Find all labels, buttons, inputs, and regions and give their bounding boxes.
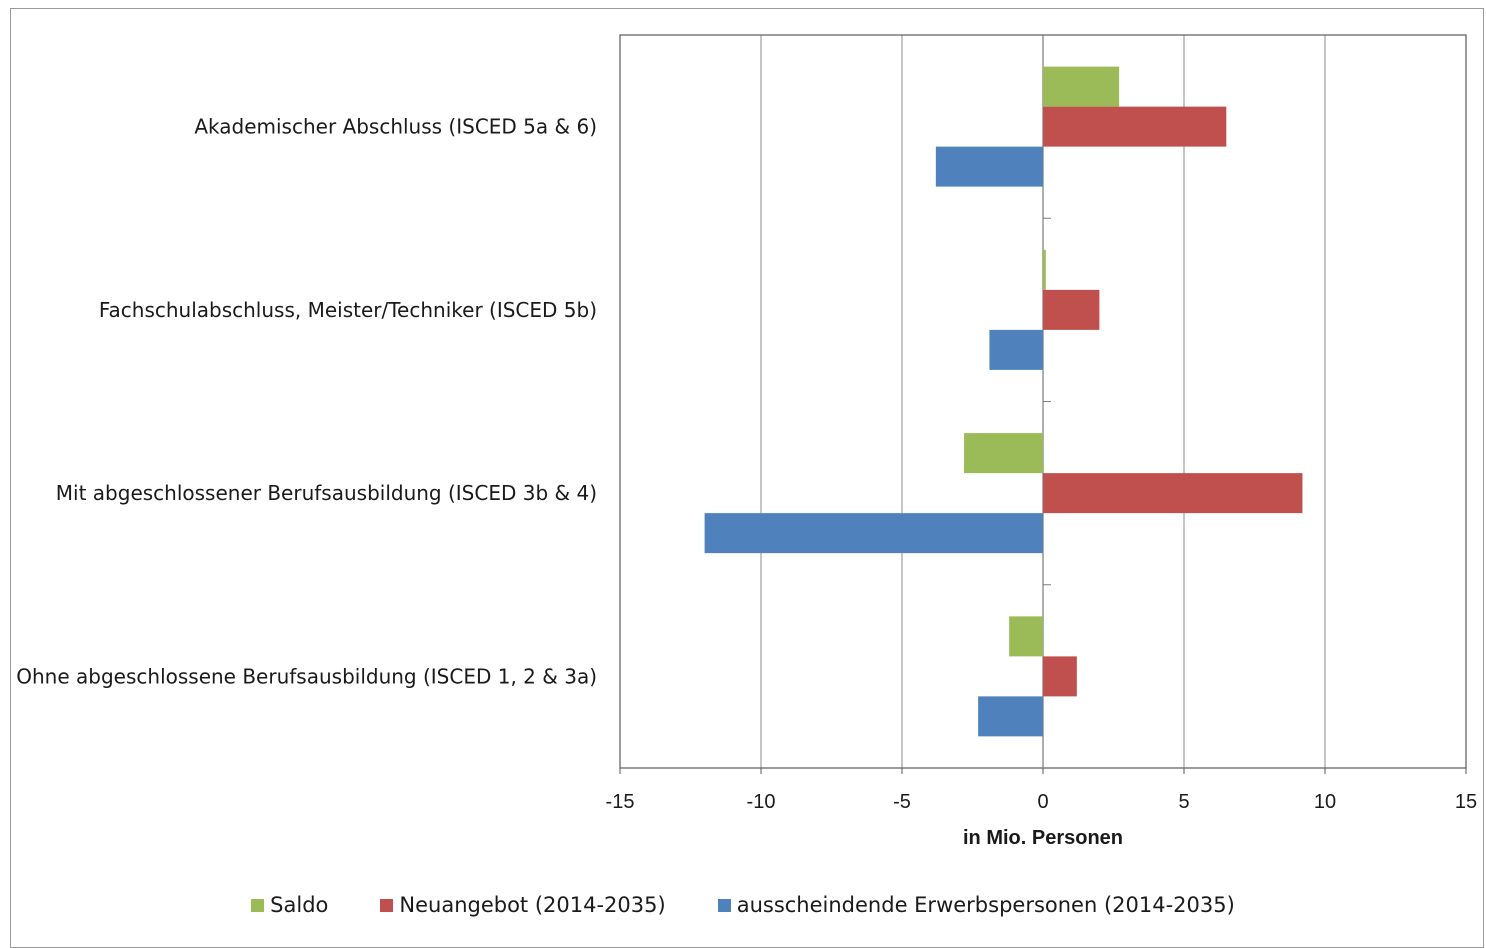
legend-item: ausscheindende Erwerbspersonen (2014-203… <box>717 893 1235 917</box>
bar <box>1043 106 1227 147</box>
x-tick-label: 0 <box>1037 791 1048 813</box>
bar <box>978 696 1043 737</box>
legend-item: Neuangebot (2014-2035) <box>380 893 666 917</box>
x-tick-label: -5 <box>893 791 911 813</box>
bar <box>1043 289 1100 330</box>
x-tick-label: 5 <box>1178 791 1189 813</box>
bar <box>1043 656 1077 697</box>
x-axis-title: in Mio. Personen <box>963 827 1123 849</box>
legend-swatch <box>251 898 265 912</box>
bar <box>989 329 1043 370</box>
legend-label: Neuangebot (2014-2035) <box>399 893 666 917</box>
legend: Saldo Neuangebot (2014-2035) ausscheindend… <box>0 889 1486 921</box>
category-label: Akademischer Abschluss (ISCED 5a & 6) <box>194 115 597 139</box>
x-tick-label: 15 <box>1455 791 1477 813</box>
bar <box>935 146 1043 187</box>
x-tick-label: 10 <box>1314 791 1336 813</box>
bar <box>1043 249 1046 290</box>
bar <box>704 513 1043 554</box>
legend-swatch <box>380 898 394 912</box>
legend-swatch <box>717 898 731 912</box>
bar-chart: -15 -10 -5 0 5 10 15 in Mio. Personen Akademisch… <box>16 34 1477 849</box>
bar <box>1009 616 1043 657</box>
legend-label: Saldo <box>270 893 329 917</box>
category-label: Ohne abgeschlossene Berufsausbildung (IS… <box>16 664 597 688</box>
x-tick-label: -15 <box>606 791 635 813</box>
bar <box>1043 473 1303 514</box>
category-label: Mit abgeschlossener Berufsausbildung (IS… <box>56 481 597 505</box>
category-label: Fachschulabschluss, Meister/Techniker (I… <box>99 298 597 322</box>
bar <box>1043 66 1120 107</box>
legend-item: Saldo <box>251 893 328 917</box>
bar <box>964 433 1043 474</box>
legend-label: ausscheindende Erwerbspersonen (2014-203… <box>736 893 1235 917</box>
x-tick-label: -10 <box>747 791 776 813</box>
